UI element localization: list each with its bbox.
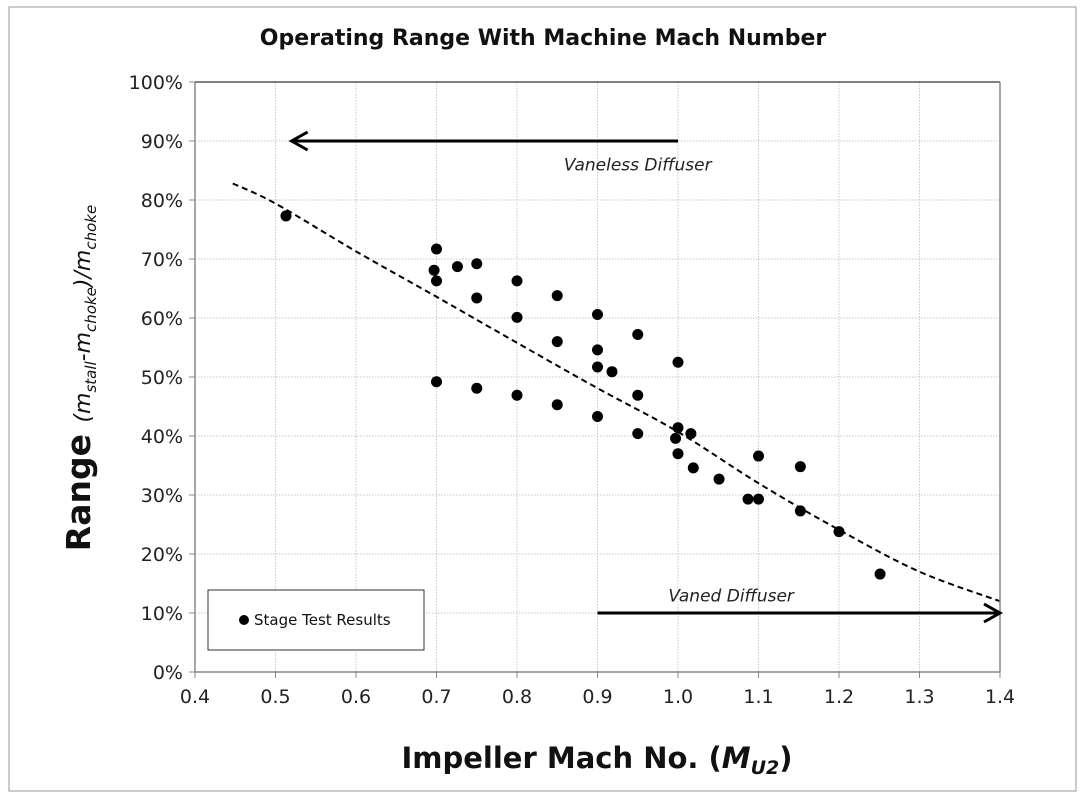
- x-tick-label: 0.9: [582, 686, 612, 708]
- x-tick-label: 0.8: [502, 686, 532, 708]
- data-point: [471, 382, 483, 394]
- x-axis-label: Impeller Mach No. (MU2): [401, 741, 792, 779]
- data-point: [511, 311, 523, 323]
- data-point: [713, 473, 725, 485]
- data-point: [685, 428, 697, 440]
- data-point: [511, 275, 523, 287]
- x-tick-label: 0.6: [341, 686, 371, 708]
- chart-frame: [8, 6, 1077, 792]
- y-tick-label: 70%: [141, 249, 183, 271]
- data-point: [632, 428, 644, 440]
- x-tick-label: 1.3: [904, 686, 934, 708]
- y-tick-label: 0%: [153, 662, 183, 684]
- data-point: [670, 432, 682, 444]
- y-tick-label: 60%: [141, 308, 183, 330]
- data-point: [833, 526, 845, 538]
- y-tick-label: 80%: [141, 190, 183, 212]
- data-point: [431, 275, 442, 287]
- data-series: [232, 182, 1001, 603]
- data-point: [551, 290, 563, 302]
- data-point: [431, 376, 442, 388]
- annotations: Vaneless Diffuser Vaned Diffuser: [288, 130, 1004, 624]
- data-point: [471, 292, 483, 304]
- data-point: [592, 411, 603, 423]
- data-point: [551, 336, 563, 348]
- data-point: [874, 568, 886, 580]
- annotation-label: Vaned Diffuser: [668, 586, 795, 606]
- y-tick-label: 90%: [141, 131, 183, 153]
- legend: Stage Test Results: [207, 589, 425, 651]
- data-point: [742, 493, 754, 505]
- y-tick-label: 20%: [141, 544, 183, 566]
- y-tick-label: 10%: [141, 603, 183, 625]
- data-point: [632, 389, 644, 401]
- data-point: [280, 210, 292, 222]
- data-point: [794, 461, 806, 473]
- data-point: [592, 344, 603, 356]
- data-point: [431, 243, 442, 255]
- data-point: [551, 399, 563, 411]
- x-tick-label: 0.4: [180, 686, 210, 708]
- data-point: [672, 356, 684, 368]
- data-point: [672, 422, 684, 434]
- y-tick-label: 40%: [141, 426, 183, 448]
- y-tick-label: 100%: [129, 72, 183, 94]
- y-tick-label: 30%: [141, 485, 183, 507]
- x-tick-label: 1.2: [824, 686, 854, 708]
- annotation-label: Vaneless Diffuser: [564, 156, 713, 176]
- data-point: [606, 366, 618, 378]
- x-tick-label: 1.0: [663, 686, 693, 708]
- data-point: [687, 462, 699, 474]
- axes: 0.4 0.5 0.6 0.7 0.8 0.9 1.0 1.1 1.2 1.3 1.4 0% 10% 20…: [129, 72, 1015, 708]
- x-tick-label: 1.1: [743, 686, 773, 708]
- data-point: [672, 448, 684, 460]
- data-point: [753, 493, 764, 505]
- y-axis-label: Range (mstall-mchoke)/mchoke: [59, 205, 100, 551]
- data-point: [451, 261, 463, 273]
- data-point: [511, 389, 523, 401]
- data-point: [632, 329, 644, 341]
- x-tick-label: 0.7: [421, 686, 451, 708]
- legend-label: Stage Test Results: [254, 611, 391, 629]
- data-point: [592, 308, 603, 320]
- data-point: [428, 264, 440, 276]
- y-tick-label: 50%: [141, 367, 183, 389]
- x-tick-label: 0.5: [260, 686, 290, 708]
- arrowhead-icon: [288, 130, 309, 152]
- chart-title: Operating Range With Machine Mach Number: [260, 26, 827, 51]
- data-point: [794, 505, 806, 517]
- data-point: [592, 361, 603, 373]
- x-tick-label: 1.4: [985, 686, 1015, 708]
- legend-marker: [239, 615, 249, 625]
- legend-box: [207, 589, 425, 651]
- arrowhead-icon: [983, 602, 1004, 624]
- data-point: [471, 258, 483, 270]
- data-point: [753, 450, 764, 462]
